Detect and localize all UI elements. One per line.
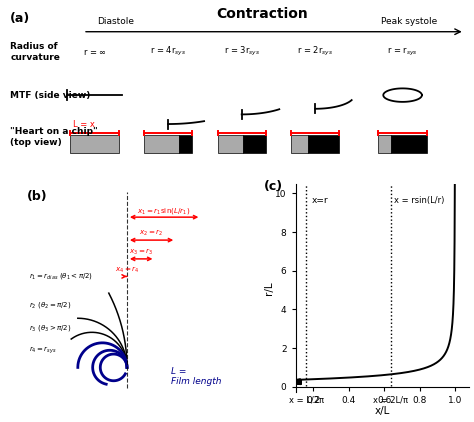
Bar (243, 135, 266, 153)
Y-axis label: r/L: r/L (264, 281, 273, 295)
Text: x = 2L/π: x = 2L/π (373, 395, 408, 404)
Text: "Heart on a chip"
(top view): "Heart on a chip" (top view) (10, 127, 98, 147)
Text: L =
Film length: L = Film length (171, 367, 221, 386)
Text: r = 4r$_{sys}$: r = 4r$_{sys}$ (150, 45, 186, 58)
Text: $r_4 = r_{sys}$: $r_4 = r_{sys}$ (29, 345, 56, 357)
Text: r = 3r$_{sys}$: r = 3r$_{sys}$ (224, 45, 260, 58)
Bar (391, 135, 427, 153)
Text: r = r$_{sys}$: r = r$_{sys}$ (387, 46, 418, 58)
Text: x=r: x=r (311, 196, 328, 205)
Bar (291, 135, 309, 153)
Text: MTF (side view): MTF (side view) (10, 91, 91, 100)
Bar (378, 135, 391, 153)
Text: (c): (c) (264, 180, 283, 192)
Bar (144, 135, 179, 153)
Text: (b): (b) (27, 190, 47, 203)
Bar (309, 135, 339, 153)
Text: Diastole: Diastole (97, 17, 134, 26)
Bar (179, 135, 192, 153)
Text: $x_3 = r_3$: $x_3 = r_3$ (129, 247, 154, 257)
Bar (218, 135, 243, 153)
Bar (71, 135, 118, 153)
Text: r = $\infty$: r = $\infty$ (82, 47, 107, 57)
Text: $x_4 = r_4$: $x_4 = r_4$ (115, 265, 139, 275)
Text: x = rsin(L/r): x = rsin(L/r) (394, 196, 445, 205)
Text: Radius of
curvature: Radius of curvature (10, 42, 60, 62)
Text: $x_1 = r_1 \sin(L/r_1)$: $x_1 = r_1 \sin(L/r_1)$ (137, 206, 191, 216)
Text: Contraction: Contraction (217, 7, 308, 21)
Text: $r_1 = r_{dias}\ (\theta_1 < \pi/2)$: $r_1 = r_{dias}\ (\theta_1 < \pi/2)$ (29, 271, 93, 281)
X-axis label: x/L: x/L (375, 406, 390, 416)
Text: $r_2\ (\theta_2 = \pi/2)$: $r_2\ (\theta_2 = \pi/2)$ (29, 300, 71, 310)
Text: (a): (a) (9, 12, 30, 24)
Text: $x_2 = r_2$: $x_2 = r_2$ (139, 228, 164, 238)
Text: L = x: L = x (73, 119, 95, 129)
Text: r = 2r$_{sys}$: r = 2r$_{sys}$ (297, 45, 333, 58)
Text: Peak systole: Peak systole (382, 17, 438, 26)
Text: x = L/2π: x = L/2π (289, 395, 324, 404)
Text: $r_3\ (\theta_3 > \pi/2)$: $r_3\ (\theta_3 > \pi/2)$ (29, 323, 71, 333)
